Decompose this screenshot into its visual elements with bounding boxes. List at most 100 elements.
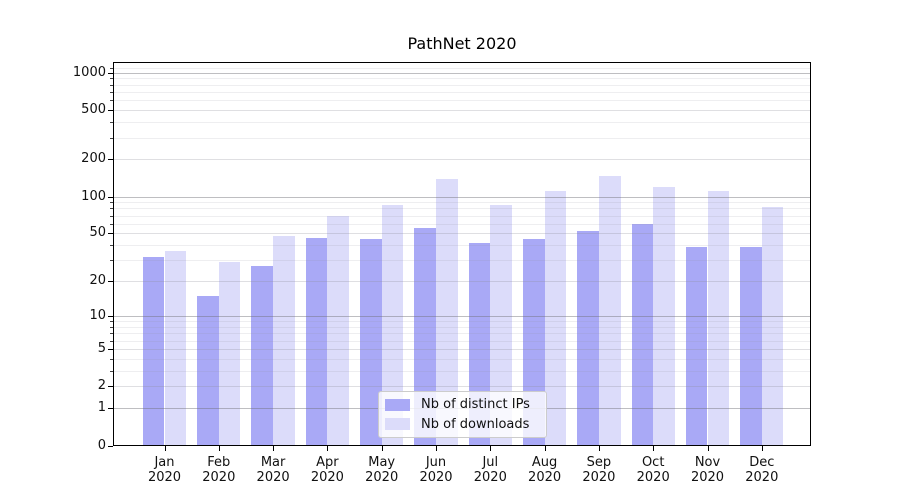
gridline-y-20 [114, 281, 810, 282]
legend-label-distinct-ips: Nb of distinct IPs [421, 397, 530, 413]
legend-item-distinct-ips: Nb of distinct IPs [385, 397, 540, 412]
bar-nb-of-distinct-ips-dec [740, 246, 762, 445]
minor-gridline-y-600 [114, 100, 810, 101]
chart-title: PathNet 2020 [407, 34, 517, 53]
bar-nb-of-downloads-jun [436, 178, 458, 445]
x-tick-mark-jun [436, 446, 437, 451]
bar-nb-of-downloads-jan [164, 250, 187, 445]
x-tick-label-jun: Jun 2020 [419, 455, 453, 485]
y-tick-mark-20 [108, 281, 113, 282]
y-tick-label-10: 10 [89, 308, 106, 324]
legend-label-downloads: Nb of downloads [421, 416, 530, 432]
y-tick-mark-0 [108, 446, 113, 447]
minor-gridline-y-6 [114, 341, 810, 342]
y-minor-tick-mark-9 [110, 321, 113, 322]
minor-gridline-y-90 [114, 202, 810, 203]
y-tick-mark-100 [108, 197, 113, 198]
x-tick-label-oct: Oct 2020 [636, 455, 670, 485]
bar-nb-of-downloads-may [381, 204, 404, 445]
minor-gridline-y-700 [114, 92, 810, 93]
y-minor-tick-mark-30 [110, 260, 113, 261]
y-minor-tick-mark-8 [110, 327, 113, 328]
y-tick-mark-200 [108, 159, 113, 160]
bar-nb-of-downloads-oct [653, 186, 675, 445]
bar-nb-of-downloads-aug [544, 190, 567, 445]
y-minor-tick-mark-400 [110, 122, 113, 123]
minor-gridline-y-900 [114, 78, 810, 79]
y-minor-tick-mark-600 [110, 100, 113, 101]
minor-gridline-y-3 [114, 371, 810, 372]
bar-nb-of-downloads-jul [490, 205, 512, 445]
y-minor-tick-mark-7 [110, 333, 113, 334]
legend-swatch-downloads [385, 418, 410, 431]
y-tick-label-1: 1 [97, 400, 106, 416]
bar-nb-of-downloads-mar [273, 235, 295, 445]
y-minor-tick-mark-60 [110, 224, 113, 225]
x-tick-mark-nov [708, 446, 709, 451]
x-tick-label-sep: Sep 2020 [582, 455, 616, 485]
bar-nb-of-downloads-nov [707, 191, 730, 445]
minor-gridline-y-300 [114, 138, 810, 139]
x-tick-mark-apr [327, 446, 328, 451]
x-tick-mark-aug [545, 446, 546, 451]
bar-nb-of-distinct-ips-sep [577, 231, 599, 445]
y-tick-label-0: 0 [97, 437, 106, 453]
y-minor-tick-mark-80 [110, 208, 113, 209]
y-tick-mark-5 [108, 349, 113, 350]
y-minor-tick-mark-300 [110, 138, 113, 139]
minor-gridline-y-80 [114, 208, 810, 209]
minor-gridline-y-400 [114, 122, 810, 123]
x-tick-label-aug: Aug 2020 [528, 455, 562, 485]
gridline-y-10 [114, 316, 810, 317]
x-tick-label-feb: Feb 2020 [202, 455, 236, 485]
y-tick-label-1000: 1000 [72, 64, 106, 80]
y-minor-tick-mark-800 [110, 85, 113, 86]
x-tick-mark-mar [273, 446, 274, 451]
y-tick-label-500: 500 [81, 102, 106, 118]
y-tick-label-5: 5 [97, 340, 106, 356]
x-tick-label-apr: Apr 2020 [310, 455, 344, 485]
minor-gridline-y-1100 [114, 68, 810, 69]
bar-nb-of-distinct-ips-feb [197, 295, 219, 445]
y-tick-label-50: 50 [89, 225, 106, 241]
bar-nb-of-distinct-ips-apr [305, 237, 328, 445]
y-tick-mark-500 [108, 110, 113, 111]
y-tick-mark-1 [108, 408, 113, 409]
y-minor-tick-mark-90 [110, 202, 113, 203]
gridline-y-100 [114, 197, 810, 198]
legend: Nb of distinct IPs Nb of downloads [378, 391, 547, 438]
bar-nb-of-distinct-ips-oct [631, 223, 654, 445]
bar-nb-of-distinct-ips-jun [414, 228, 436, 445]
x-tick-label-may: May 2020 [365, 455, 399, 485]
y-tick-mark-2 [108, 386, 113, 387]
bar-nb-of-distinct-ips-mar [251, 265, 274, 445]
y-tick-mark-1000 [108, 73, 113, 74]
bar-nb-of-downloads-dec [761, 207, 784, 445]
minor-gridline-y-800 [114, 85, 810, 86]
y-minor-tick-mark-70 [110, 216, 113, 217]
gridline-y-2 [114, 386, 810, 387]
y-tick-label-100: 100 [81, 188, 106, 204]
y-minor-tick-mark-700 [110, 92, 113, 93]
minor-gridline-y-70 [114, 216, 810, 217]
bar-nb-of-downloads-apr [327, 215, 350, 445]
legend-swatch-distinct-ips [385, 398, 410, 411]
gridline-y-1000 [114, 73, 810, 74]
minor-gridline-y-8 [114, 327, 810, 328]
gridline-y-5 [114, 349, 810, 350]
legend-item-downloads: Nb of downloads [385, 417, 540, 432]
bar-nb-of-distinct-ips-jan [142, 256, 165, 445]
minor-gridline-y-7 [114, 333, 810, 334]
x-tick-mark-jul [490, 446, 491, 451]
minor-gridline-y-9 [114, 321, 810, 322]
y-tick-label-200: 200 [81, 151, 106, 167]
x-tick-label-dec: Dec 2020 [745, 455, 779, 485]
x-tick-label-nov: Nov 2020 [690, 455, 725, 485]
gridline-y-500 [114, 110, 810, 111]
y-tick-label-20: 20 [89, 273, 106, 289]
y-minor-tick-mark-4 [110, 359, 113, 360]
y-tick-mark-50 [108, 233, 113, 234]
bar-nb-of-distinct-ips-nov [685, 246, 708, 445]
minor-gridline-y-60 [114, 224, 810, 225]
